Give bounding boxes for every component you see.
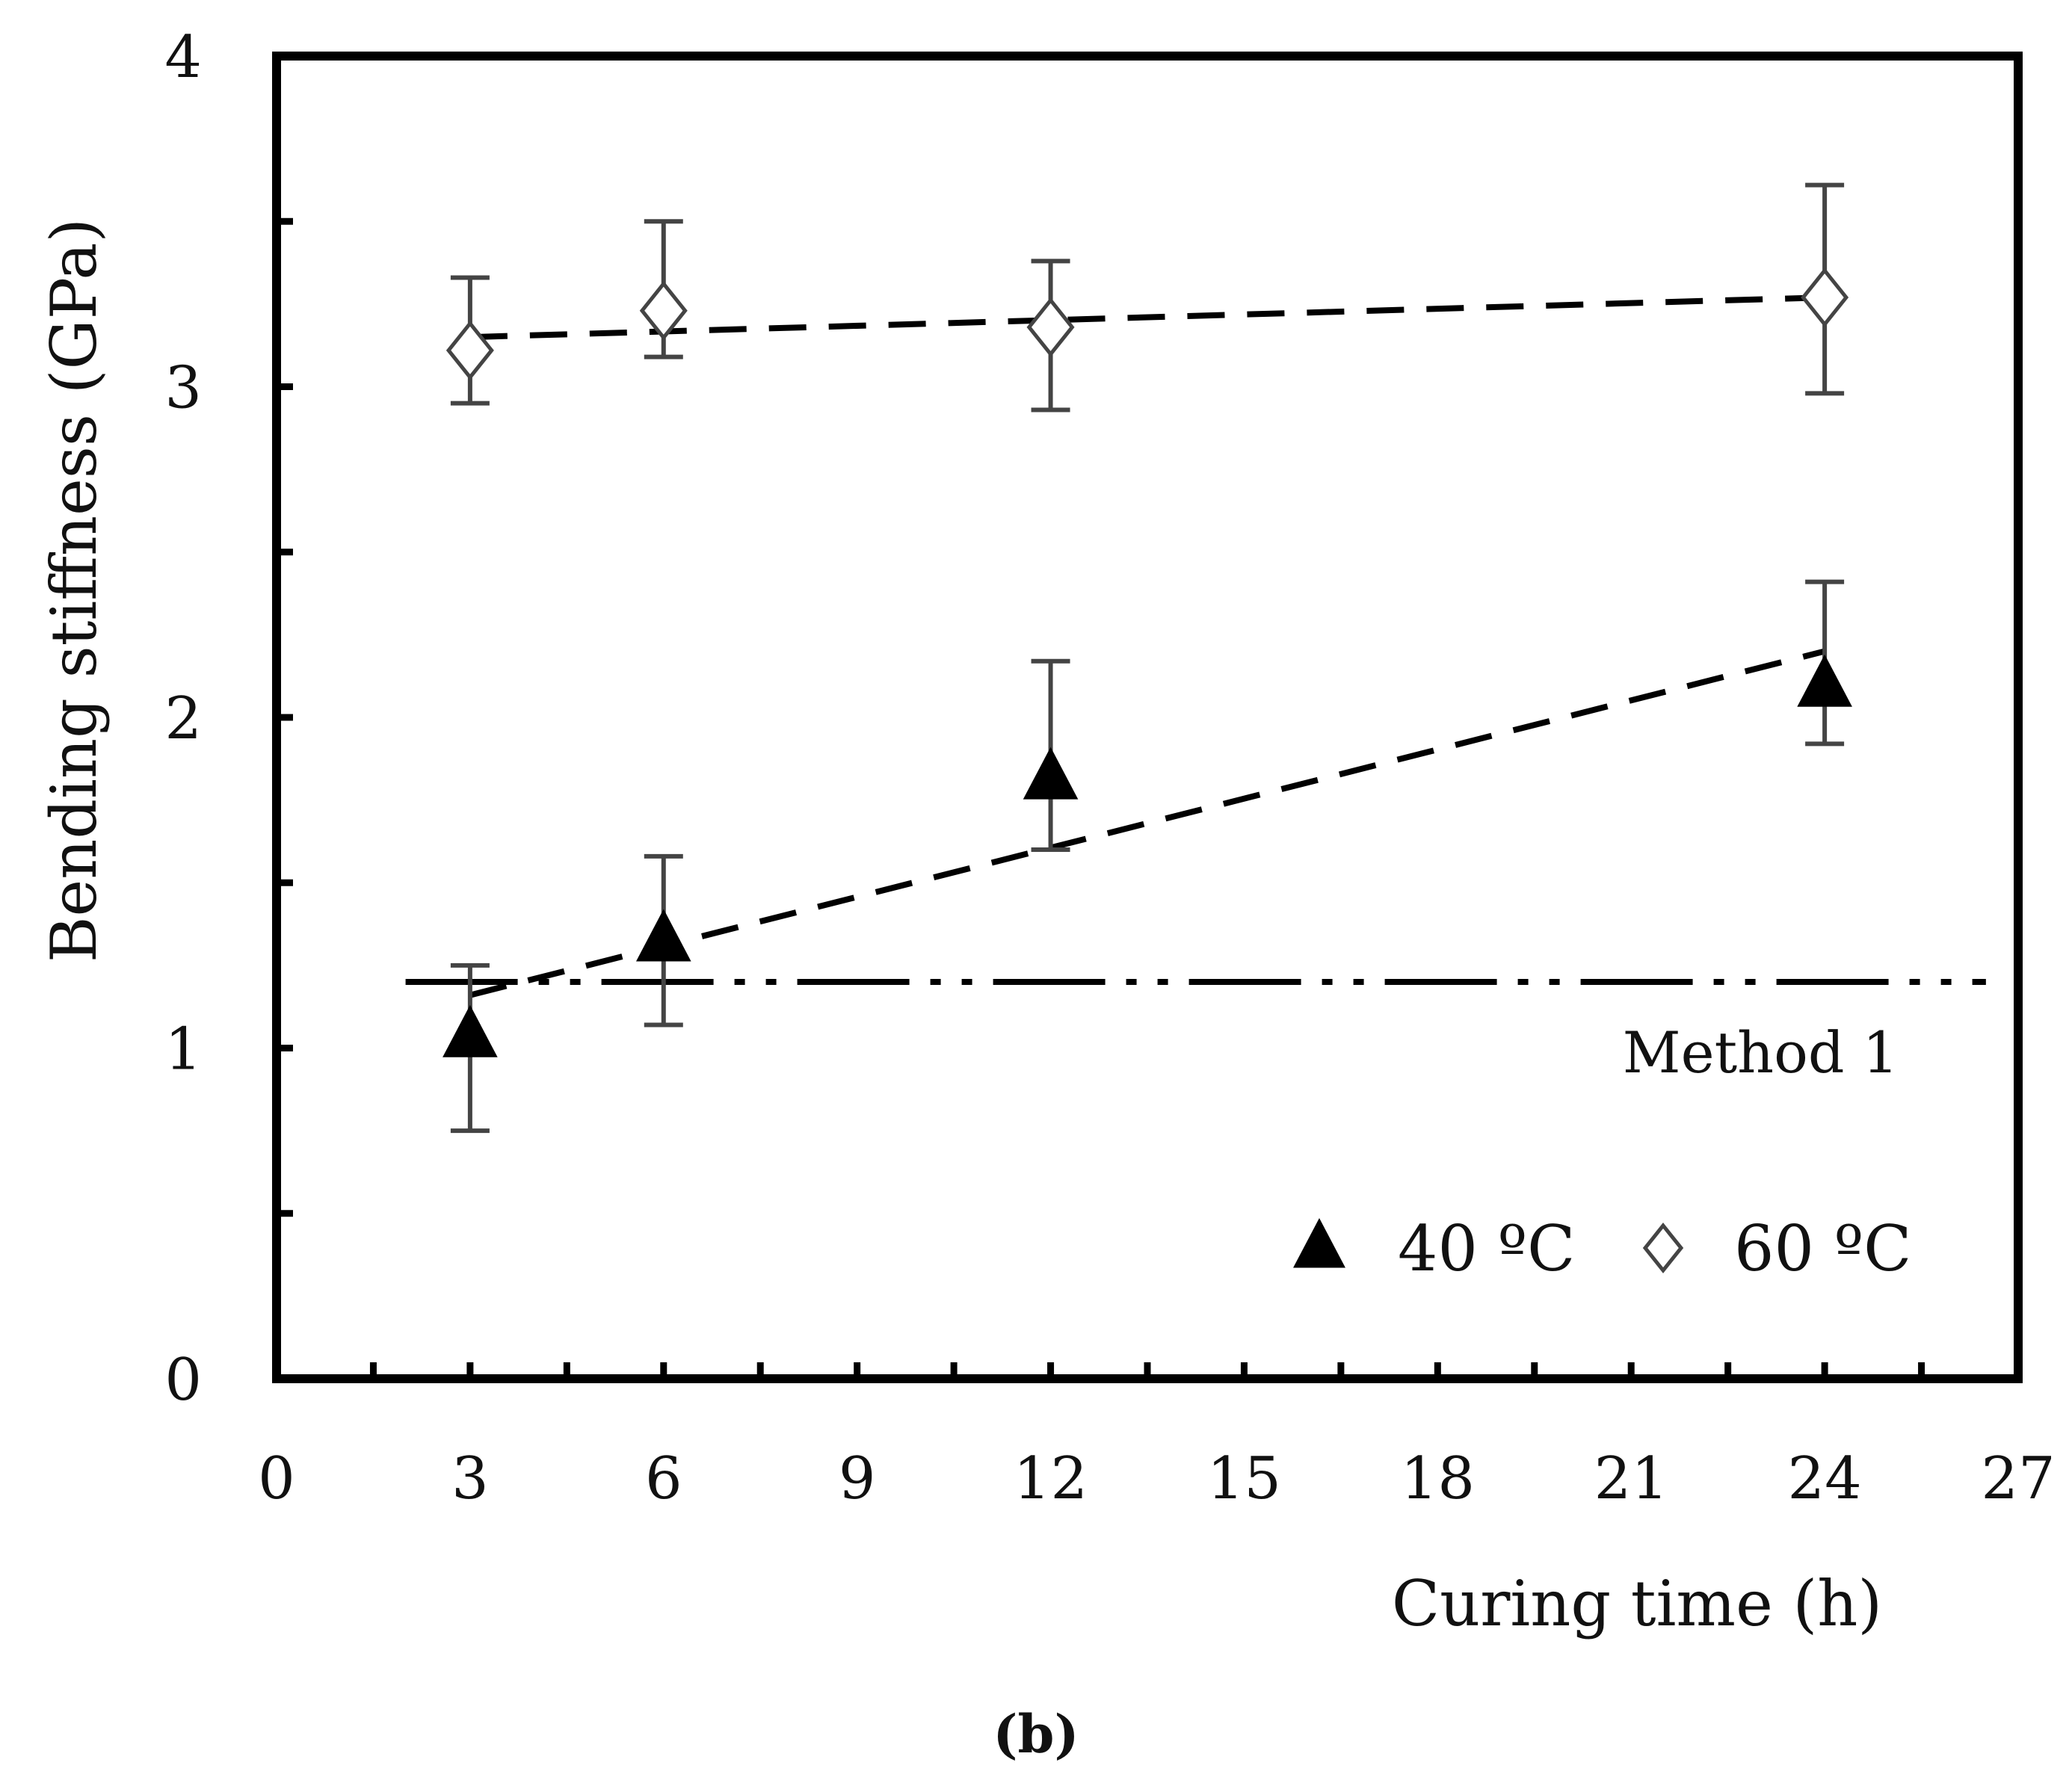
trend-line-60c [469,294,1825,341]
data-point-60c [1801,268,1849,328]
x-tick-label: 12 [1014,1445,1088,1512]
legend-label-40c: 40 ºC [1398,1212,1575,1285]
legend-marker-60c [1642,1222,1684,1274]
data-point-60c [639,280,688,341]
y-tick-label: 2 [164,685,202,753]
reference-line-label: Method 1 [1623,1019,1899,1086]
x-tick-label: 18 [1401,1445,1475,1512]
tick-layer [277,217,1925,1379]
data-point-40c [1023,747,1079,800]
x-tick-label: 27 [1981,1445,2055,1512]
data-point-40c [1797,654,1852,707]
x-tick-label: 24 [1787,1445,1861,1512]
y-tick-label: 4 [164,24,202,91]
legend-label-60c: 60 ºC [1734,1212,1911,1285]
x-tick-label: 15 [1207,1445,1281,1512]
data-point-60c [445,320,494,380]
legend: 40 ºC 60 ºC [1293,1212,1911,1285]
y-tick-label: 0 [164,1347,202,1414]
figure-caption: (b) [993,1703,1079,1765]
data-point-40c [635,909,691,962]
y-tick-label: 1 [164,1016,202,1084]
x-tick-label: 6 [645,1445,682,1512]
y-tick-label: 3 [164,355,202,422]
data-point-60c [1026,297,1075,357]
trend-layer [469,294,1826,998]
y-axis-title: Bending stiffness (GPa) [37,218,111,962]
data-point-40c [443,1004,498,1057]
x-tick-label: 0 [258,1445,295,1512]
x-axis-title: Curing time (h) [1392,1567,1882,1640]
legend-marker-40c [1293,1218,1345,1268]
trend-line-40c [469,648,1826,998]
x-tick-label: 9 [839,1445,876,1512]
x-tick-label: 3 [451,1445,489,1512]
marker-layer [443,268,1852,1057]
x-tick-label: 21 [1594,1445,1668,1512]
plot-frame [272,52,2023,1383]
